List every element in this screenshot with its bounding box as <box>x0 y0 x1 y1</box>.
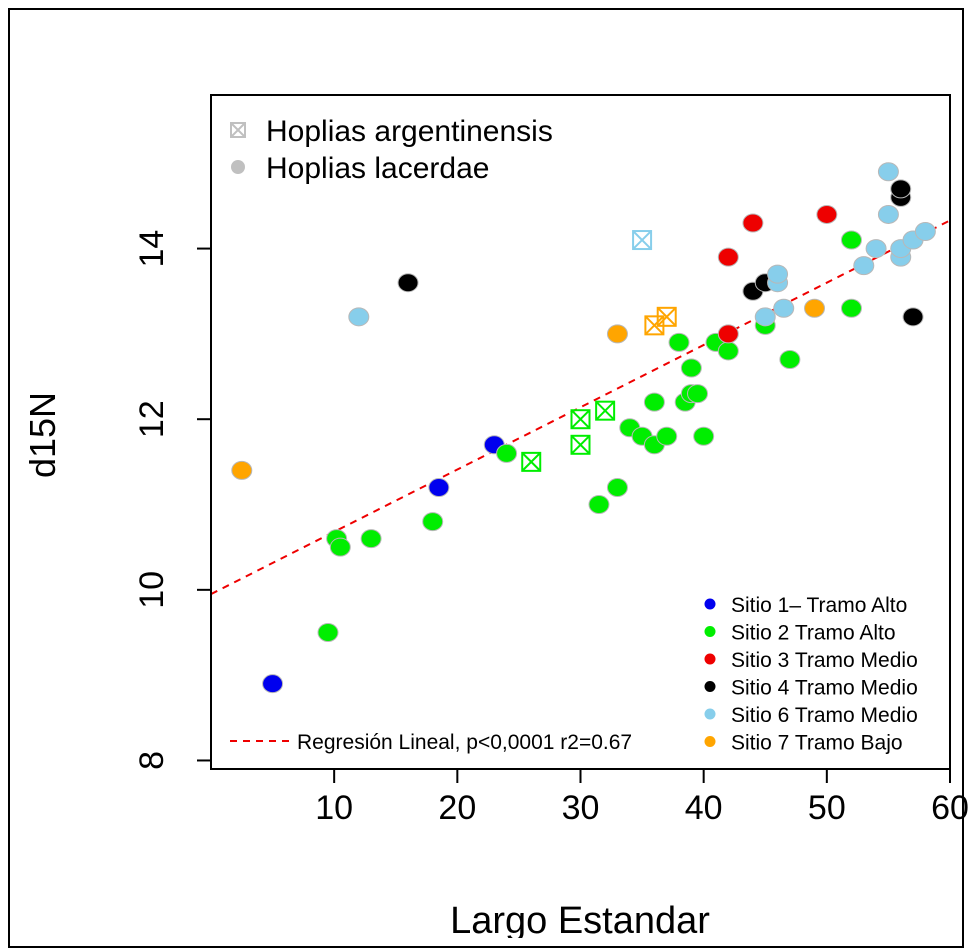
data-point-lacerdae <box>914 222 936 242</box>
data-point-lacerdae <box>804 298 826 318</box>
site-legend-label: Sitio 6 Tramo Medio <box>731 704 918 727</box>
x-tick-label: 10 <box>315 789 353 827</box>
data-point-argentinensis <box>595 400 616 421</box>
data-point-lacerdae <box>853 256 875 276</box>
data-point-lacerdae <box>865 239 887 259</box>
site-legend-label: Sitio 2 Tramo Alto <box>731 622 896 645</box>
data-point-argentinensis <box>656 306 677 327</box>
data-point-lacerdae <box>680 358 702 378</box>
legend-marker-argentinensis <box>230 122 246 138</box>
data-point-lacerdae <box>643 392 665 412</box>
data-point-lacerdae <box>262 674 284 694</box>
legend-marker-site <box>704 598 716 610</box>
x-tick-label: 50 <box>808 789 846 827</box>
data-point-lacerdae <box>767 264 789 284</box>
species-legend: Hoplias argentinensis Hoplias lacerdae <box>230 115 553 185</box>
data-point-argentinensis <box>632 230 653 251</box>
data-point-lacerdae <box>742 213 764 233</box>
data-point-lacerdae <box>668 332 690 352</box>
x-tick-label: 40 <box>685 789 723 827</box>
legend-marker-site <box>704 626 716 637</box>
site-legend-label: Sitio 3 Tramo Medio <box>731 649 918 672</box>
data-point-lacerdae <box>816 204 838 224</box>
series-sitio-6 <box>348 162 936 327</box>
data-point-argentinensis <box>570 409 591 430</box>
marker-cross <box>595 400 615 421</box>
marker-cross <box>230 122 246 138</box>
legend-marker-site <box>704 736 716 747</box>
data-point-lacerdae <box>348 307 370 327</box>
data-point-lacerdae <box>779 349 801 369</box>
data-point-lacerdae <box>588 495 610 515</box>
data-point-lacerdae <box>496 443 518 463</box>
data-point-lacerdae <box>877 162 899 182</box>
data-point-lacerdae <box>773 298 795 318</box>
y-tick-label: 14 <box>133 230 171 268</box>
data-point-lacerdae <box>877 204 899 224</box>
marker-cross <box>632 230 652 250</box>
data-point-lacerdae <box>840 298 862 318</box>
x-tick-label: 20 <box>438 789 476 827</box>
x-tick-label: 60 <box>931 789 969 827</box>
marker-cross <box>570 435 591 455</box>
data-point-lacerdae <box>422 512 444 532</box>
data-point-lacerdae <box>656 426 678 446</box>
series-sitio-7 <box>231 298 826 480</box>
site-legend-label: Sitio 4 Tramo Medio <box>731 677 918 700</box>
legend-marker-lacerdae <box>231 160 245 174</box>
series-sitio-1 <box>262 435 505 694</box>
y-axis-label: d15N <box>22 392 63 478</box>
y-tick-label: 8 <box>133 751 171 770</box>
site-legend-label: Sitio 7 Tramo Bajo <box>731 732 903 755</box>
legend-marker-site <box>704 708 716 720</box>
regression-line <box>211 219 950 595</box>
data-point-argentinensis <box>521 451 542 472</box>
data-point-lacerdae <box>329 537 351 557</box>
site-legend: Sitio 1– Tramo Alto Sitio 2 Tramo Alto Sit… <box>230 594 918 755</box>
species-legend-label: Hoplias argentinensis <box>266 115 553 148</box>
regression-legend-label: Regresión Lineal, p<0,0001 r2=0.67 <box>297 731 632 754</box>
marker-cross <box>657 307 677 327</box>
data-point-lacerdae <box>606 477 628 497</box>
series-sitio-4 <box>397 179 924 327</box>
series-sitio-2 <box>317 230 862 642</box>
marker-box <box>632 230 653 251</box>
y-tick-label: 10 <box>133 571 171 609</box>
data-point-lacerdae <box>428 477 450 497</box>
marker-box <box>570 409 591 430</box>
data-point-lacerdae <box>231 460 253 480</box>
data-point-lacerdae <box>717 324 739 344</box>
data-point-lacerdae <box>397 273 419 293</box>
data-point-lacerdae <box>717 247 739 267</box>
y-tick-label: 12 <box>133 400 171 438</box>
x-axis-label: Largo Estandar <box>450 900 710 938</box>
site-legend-label: Sitio 1– Tramo Alto <box>731 594 907 617</box>
marker-cross <box>521 452 541 472</box>
legend-marker-site <box>704 653 716 665</box>
marker-box <box>230 122 246 138</box>
data-point-lacerdae <box>840 230 862 250</box>
marker-cross <box>570 409 591 429</box>
data-point-argentinensis <box>570 434 591 455</box>
data-point-lacerdae <box>693 426 715 446</box>
x-tick-label: 30 <box>562 789 600 827</box>
marker-box <box>521 451 542 472</box>
marker-box <box>595 400 616 421</box>
data-point-lacerdae <box>606 324 628 344</box>
data-point-lacerdae <box>317 622 339 642</box>
series-sitio-3 <box>717 204 838 344</box>
marker-box <box>656 306 677 327</box>
data-point-lacerdae <box>754 307 776 327</box>
data-point-lacerdae <box>890 179 912 199</box>
data-point-lacerdae <box>687 384 709 404</box>
data-point-lacerdae <box>902 307 924 327</box>
species-legend-label: Hoplias lacerdae <box>266 152 489 185</box>
data-point-lacerdae <box>360 529 382 549</box>
legend-marker-site <box>704 681 716 692</box>
marker-cross <box>644 315 665 336</box>
data-point-lacerdae <box>717 341 739 361</box>
marker-box <box>570 434 591 455</box>
